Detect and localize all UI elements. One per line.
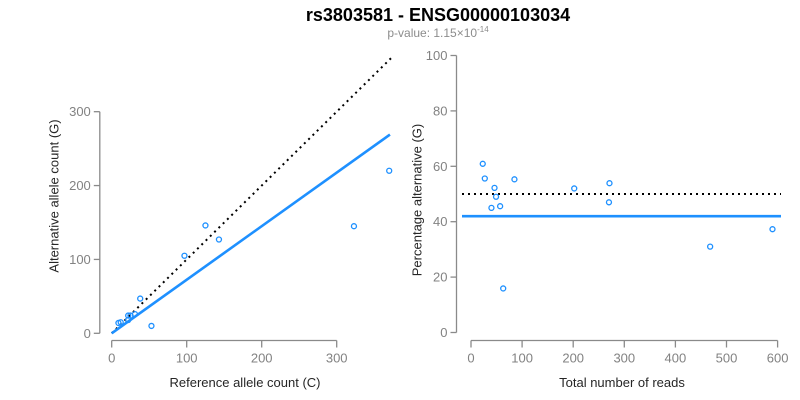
right-plot-data-point (605, 199, 613, 206)
right-plot-x-tick-label: 600 (767, 351, 789, 366)
left-plot-data-point (131, 310, 139, 318)
right-plot-y-tick-label: 0 (440, 325, 447, 340)
left-plot-data-point (117, 319, 124, 326)
left-plot-y-tick-label: 100 (69, 252, 91, 267)
left-plot-data-point (202, 222, 209, 229)
right-plot-x-tick-label: 500 (716, 351, 738, 366)
left-plot-x-tick-label: 0 (108, 351, 115, 366)
right-plot-y-axis-title: Percentage alternative (G) (409, 123, 425, 277)
right-plot-data-point (481, 175, 488, 182)
left-plot-data-point (125, 312, 132, 319)
right-plot-y-tick-label: 60 (433, 159, 447, 174)
fit-line (110, 133, 391, 335)
p-value-text: p-value: 1.15×10 (387, 26, 478, 40)
left-plot-y-axis-title: Alternative allele count (G) (46, 119, 62, 273)
left-plot-data-point (386, 167, 393, 174)
right-plot-x-tick-label: 100 (511, 351, 533, 366)
right-plot-x-tick-label: 300 (613, 351, 635, 366)
right-plot-x-axis-title: Total number of reads (559, 375, 685, 390)
page-subtitle: p-value: 1.15×10-14 (387, 25, 488, 40)
left-plot-data-point (181, 252, 188, 259)
left-plot-data-point (137, 295, 144, 302)
right-plot-data-point (571, 185, 578, 192)
right-plot-data-point (769, 226, 776, 233)
right-plot-data-point (606, 180, 613, 187)
right-plot-y-tick-label: 40 (433, 214, 447, 229)
right-plot-data-point (706, 243, 714, 250)
right-plot-y-tick-label: 100 (426, 48, 448, 63)
right-plot-data-point (511, 176, 518, 183)
page-title: rs3803581 - ENSG00000103034 (305, 5, 571, 25)
right-plot-y-tick-label: 20 (433, 270, 447, 285)
right-plot-data-point (500, 285, 507, 292)
right-plot-x-tick-label: 200 (562, 351, 584, 366)
right-plot-x-tick-label: 0 (467, 351, 474, 366)
left-plot-x-tick-label: 300 (326, 351, 348, 366)
left-plot-data-point (215, 236, 223, 243)
right-plot-x-tick-label: 400 (665, 351, 687, 366)
identity-line (110, 57, 393, 335)
left-plot-y-tick-label: 200 (69, 178, 91, 193)
left-plot-x-tick-label: 100 (176, 351, 198, 366)
left-plot-x-tick-label: 200 (251, 351, 273, 366)
right-plot-data-point (492, 193, 500, 200)
left-plot-y-tick-label: 300 (69, 104, 91, 119)
right-plot-y-tick-label: 80 (433, 103, 447, 118)
left-plot-y-tick-label: 0 (84, 326, 91, 341)
p-value-exponent: -14 (477, 25, 489, 34)
right-plot-data-point (491, 184, 498, 192)
right-plot-data-point (479, 160, 486, 167)
right-plot-data-point (488, 204, 495, 212)
right-plot-data-point (496, 203, 504, 210)
left-plot-data-point (350, 223, 358, 230)
left-plot-x-axis-title: Reference allele count (C) (169, 375, 321, 390)
left-plot-data-point (148, 322, 155, 330)
